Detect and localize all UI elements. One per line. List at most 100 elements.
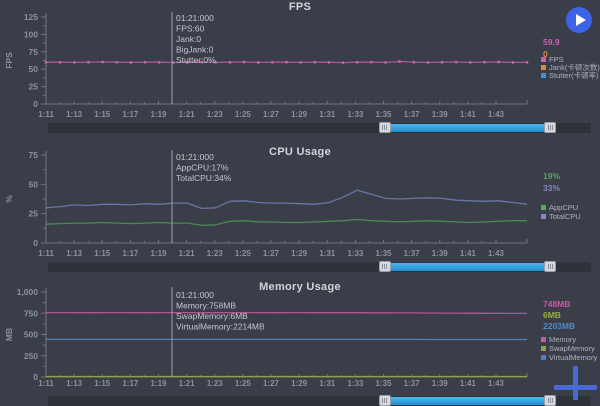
current-value: 748MB [543, 299, 570, 309]
legend-label: SwapMemory [549, 344, 595, 353]
series-marker [384, 61, 387, 64]
x-tick-label: 1:31 [319, 379, 336, 388]
scrollbar-range[interactable] [385, 124, 551, 132]
x-tick-label: 1:13 [66, 379, 83, 388]
current-value: 6MB [543, 310, 561, 320]
x-tick-label: 1:19 [150, 379, 167, 388]
y-tick-label: 125 [24, 12, 38, 22]
legend-swatch [541, 346, 546, 351]
series-marker [45, 61, 48, 64]
x-tick-label: 1:11 [38, 110, 54, 119]
legend-item[interactable]: Stutter(卡顿率) [541, 70, 599, 80]
x-tick-label: 1:41 [460, 110, 477, 119]
x-tick-label: 1:21 [179, 379, 196, 388]
y-tick-label: 0 [33, 238, 38, 248]
legend-item[interactable]: AppCPU [541, 203, 578, 212]
current-value: 33% [543, 183, 560, 193]
x-tick-label: 1:25 [235, 249, 252, 258]
series-line-AppCPU [46, 220, 527, 226]
series-marker [73, 61, 76, 64]
x-tick-label: 1:35 [375, 110, 392, 119]
x-tick-label: 1:37 [404, 110, 421, 119]
add-button[interactable] [551, 366, 600, 400]
x-tick-label: 1:37 [404, 249, 421, 258]
legend-swatch [541, 65, 546, 70]
y-tick-label: 250 [24, 351, 38, 361]
x-tick-label: 1:15 [94, 249, 111, 258]
memory-chart-scrollbar[interactable] [48, 396, 591, 406]
x-tick-label: 1:23 [207, 110, 224, 119]
x-tick-label: 1:35 [375, 379, 392, 388]
tooltip-text: FPS:60 [176, 24, 205, 34]
series-line-TotalCPU [46, 190, 527, 208]
x-tick-label: 1:25 [235, 379, 252, 388]
y-axis-label: FPS [4, 52, 14, 69]
series-marker [511, 61, 514, 64]
series-marker [483, 61, 486, 64]
series-marker [427, 61, 430, 64]
series-marker [398, 60, 401, 63]
series-marker [299, 61, 302, 64]
y-tick-label: 50 [29, 64, 39, 74]
fps-chart-scrollbar[interactable] [48, 123, 591, 133]
cpu-chart-scrollbar[interactable] [48, 262, 591, 272]
y-tick-label: 0 [33, 99, 38, 109]
x-tick-label: 1:23 [207, 379, 224, 388]
legend-swatch [541, 205, 546, 210]
legend-item[interactable]: VirtualMemory [541, 353, 597, 362]
series-marker [144, 61, 147, 64]
x-tick-label: 1:17 [122, 110, 139, 119]
scrollbar-handle-left[interactable] [379, 261, 391, 272]
x-tick-label: 1:39 [432, 379, 449, 388]
x-tick-label: 1:23 [207, 249, 224, 258]
scrollbar-handle-left[interactable] [379, 122, 391, 133]
series-marker [356, 61, 359, 64]
scrollbar-handle-right[interactable] [544, 122, 556, 133]
scrollbar-range[interactable] [385, 397, 551, 405]
x-tick-label: 1:29 [291, 249, 308, 258]
series-marker [59, 61, 62, 64]
y-tick-label: 25 [29, 82, 39, 92]
x-tick-label: 1:21 [179, 110, 196, 119]
tooltip-text: VirtualMemory:2214MB [176, 322, 265, 332]
x-tick-label: 1:33 [347, 379, 364, 388]
plus-icon [554, 366, 597, 400]
x-tick-label: 1:37 [404, 379, 421, 388]
y-tick-label: 500 [24, 330, 38, 340]
x-tick-label: 1:27 [263, 110, 280, 119]
series-marker [526, 61, 529, 64]
series-marker [271, 61, 274, 64]
x-tick-label: 1:29 [291, 110, 308, 119]
x-tick-label: 1:43 [488, 249, 505, 258]
scrollbar-handle-right[interactable] [544, 261, 556, 272]
x-tick-label: 1:19 [150, 110, 167, 119]
legend-item[interactable]: SwapMemory [541, 344, 595, 353]
x-tick-label: 1:29 [291, 379, 308, 388]
y-tick-label: 750 [24, 308, 38, 318]
legend-swatch [541, 355, 546, 360]
legend-item[interactable]: TotalCPU [541, 212, 581, 221]
x-tick-label: 1:27 [263, 249, 280, 258]
series-marker [257, 61, 260, 64]
legend-item[interactable]: Memory [541, 335, 576, 344]
series-marker [328, 61, 331, 64]
legend-swatch [541, 337, 546, 342]
x-tick-label: 1:19 [150, 249, 167, 258]
legend-label: Memory [549, 335, 576, 344]
legend-label: Stutter(卡顿率) [549, 70, 599, 80]
scrollbar-handle-left[interactable] [379, 395, 391, 406]
scrollbar-range[interactable] [385, 263, 551, 271]
x-tick-label: 1:17 [122, 249, 139, 258]
series-marker [87, 61, 90, 64]
series-marker [285, 61, 288, 64]
current-value: 59.9 [543, 37, 560, 47]
play-button[interactable] [566, 7, 592, 33]
series-marker [115, 61, 118, 64]
x-tick-label: 1:43 [488, 379, 505, 388]
series-marker [129, 61, 132, 64]
x-tick-label: 1:35 [375, 249, 392, 258]
